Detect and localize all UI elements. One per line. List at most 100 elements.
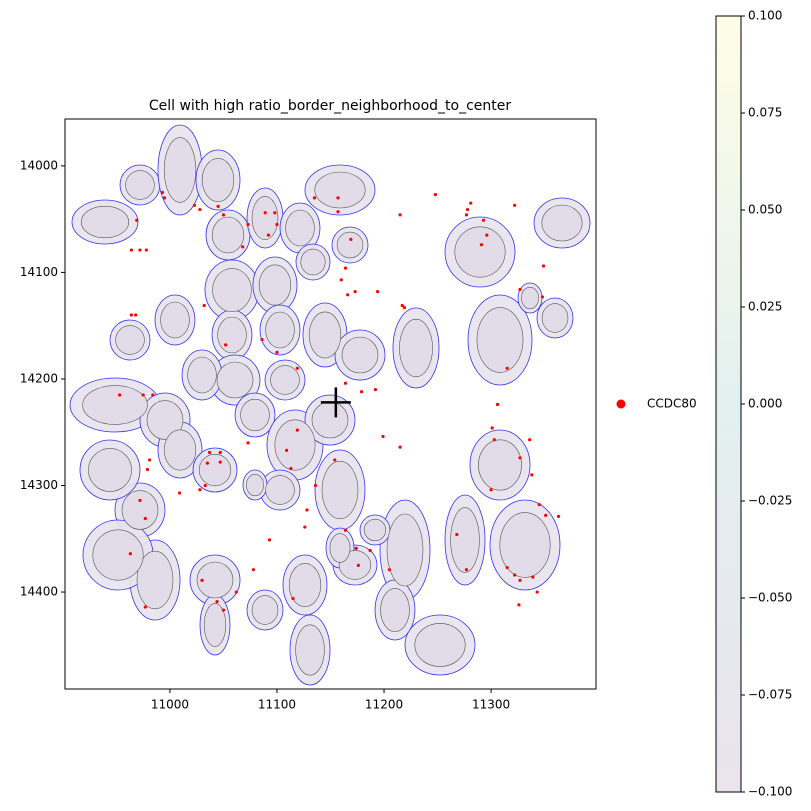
cell-core	[399, 318, 433, 378]
cell-core	[265, 311, 295, 349]
cell-core	[476, 307, 524, 373]
cell-core	[88, 448, 132, 492]
point	[221, 608, 226, 612]
x-tick-label: 11200	[365, 698, 403, 712]
point	[518, 456, 522, 460]
colorbar-tick-label: −0.100	[748, 785, 792, 799]
point	[540, 295, 545, 299]
cell-core	[341, 336, 379, 374]
cell-core	[146, 400, 184, 440]
cell-core	[450, 507, 480, 573]
cell-core	[321, 460, 359, 520]
cell-core	[92, 529, 144, 581]
point	[381, 434, 385, 439]
point	[356, 563, 360, 568]
point	[143, 516, 147, 521]
cell-core	[80, 205, 130, 239]
cell-core	[217, 316, 247, 354]
point	[303, 525, 307, 529]
point	[198, 207, 202, 212]
y-tick-label: 14400	[20, 585, 58, 599]
point	[291, 596, 295, 601]
x-tick-label: 11000	[151, 698, 189, 712]
cell-core	[160, 301, 190, 339]
cell-core	[336, 231, 364, 259]
point	[485, 233, 489, 237]
colorbar-tick-label: 0.000	[748, 397, 782, 411]
cell-core	[274, 419, 316, 471]
point	[464, 213, 469, 217]
point	[464, 568, 469, 572]
point	[192, 203, 197, 207]
point	[234, 590, 238, 594]
cell-core	[251, 196, 279, 240]
cell-outlines	[69, 124, 591, 686]
point	[246, 441, 250, 445]
point	[128, 552, 132, 556]
cell-core	[499, 512, 551, 578]
x-tick-label: 11300	[472, 698, 510, 712]
colorbar-tick-label: −0.075	[748, 688, 792, 702]
point	[354, 546, 358, 550]
point	[275, 350, 279, 354]
colorbar-tick-label: 0.025	[748, 300, 782, 314]
point	[246, 222, 250, 227]
cell-core	[196, 561, 234, 599]
cell-core	[82, 385, 148, 425]
cell-core	[201, 158, 235, 202]
point	[251, 568, 256, 572]
point	[544, 513, 548, 517]
point	[215, 600, 219, 604]
point	[368, 548, 372, 553]
point	[263, 211, 267, 215]
cell-core	[216, 361, 254, 399]
point	[134, 313, 138, 317]
point	[138, 498, 142, 503]
point	[481, 218, 486, 222]
point	[207, 450, 212, 455]
point	[129, 313, 133, 317]
legend-marker	[616, 399, 626, 409]
cell-core	[270, 365, 300, 395]
cell-core	[125, 170, 155, 200]
cell-core	[187, 356, 217, 394]
point	[537, 503, 541, 507]
cell-core	[136, 550, 174, 610]
point	[489, 488, 493, 492]
point	[144, 248, 148, 252]
point	[147, 458, 152, 462]
point	[289, 466, 293, 471]
cell-core	[300, 248, 326, 276]
legend-label: CCDC80	[647, 397, 697, 411]
cell-core	[163, 137, 197, 203]
point	[402, 305, 406, 310]
point	[343, 381, 348, 385]
point	[313, 483, 318, 488]
colorbar-tick-label: 0.050	[748, 203, 782, 217]
point	[135, 218, 139, 222]
point	[376, 289, 380, 294]
point	[513, 573, 517, 577]
cell-core	[246, 473, 264, 497]
cell-core	[454, 226, 506, 278]
point	[312, 196, 317, 200]
point	[273, 211, 277, 215]
point	[530, 473, 534, 477]
cell-core	[288, 563, 322, 607]
point	[346, 293, 350, 297]
y-tick-label: 14000	[20, 158, 58, 172]
point	[203, 483, 207, 488]
point	[398, 445, 402, 449]
point	[490, 426, 494, 430]
y-tick-label: 14100	[20, 265, 58, 279]
point	[353, 289, 357, 294]
point	[336, 210, 340, 214]
point	[505, 565, 509, 570]
point	[295, 366, 299, 370]
point	[218, 450, 222, 455]
point	[469, 201, 473, 205]
point	[333, 458, 337, 462]
chart-title: Cell with high ratio_border_neighborhood…	[149, 98, 512, 114]
point	[336, 196, 340, 200]
point	[151, 393, 155, 397]
